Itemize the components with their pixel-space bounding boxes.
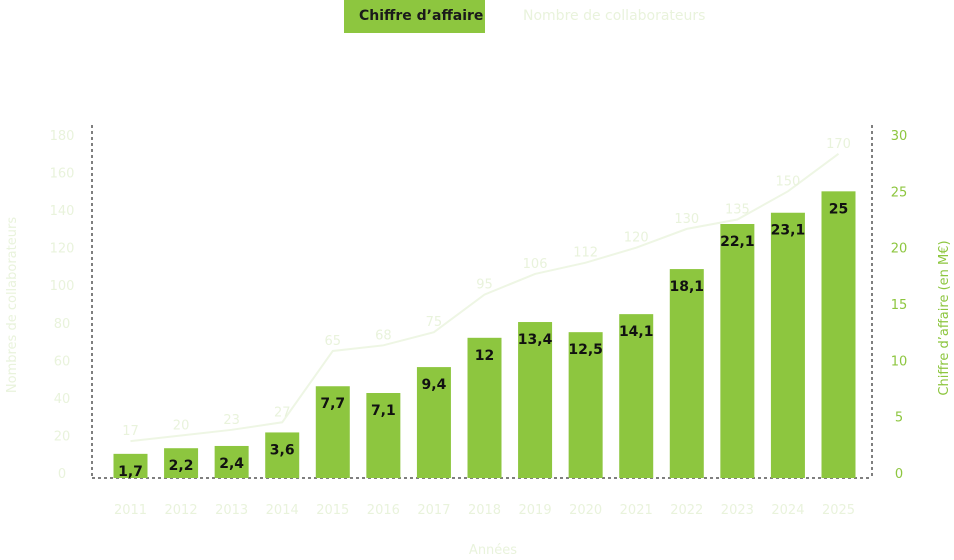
revenue-bar xyxy=(518,322,553,478)
x-tick-label: 2023 xyxy=(721,503,754,518)
x-tick-label: 2020 xyxy=(569,503,602,518)
headcount-label: 75 xyxy=(426,315,443,330)
right-tick-label: 15 xyxy=(891,298,908,313)
x-tick-label: 2017 xyxy=(417,503,450,518)
x-tick-label: 2024 xyxy=(771,503,804,518)
revenue-bar xyxy=(214,445,249,478)
left-tick-label: 80 xyxy=(54,317,71,332)
x-tick-label: 2011 xyxy=(114,503,147,518)
revenue-bar xyxy=(416,367,451,478)
revenue-bar xyxy=(467,337,502,478)
revenue-bar xyxy=(669,269,704,478)
x-tick-label: 2025 xyxy=(822,503,855,518)
headcount-label: 150 xyxy=(776,174,801,189)
headcount-label: 120 xyxy=(624,231,649,246)
left-axis-title: Nombres de collaborateurs xyxy=(5,217,20,393)
headcount-label: 112 xyxy=(573,246,598,261)
revenue-bar xyxy=(821,191,856,479)
chart-tabs: Chiffre d’affaire Nombre de collaborateu… xyxy=(344,0,720,33)
headcount-label: 68 xyxy=(375,328,392,343)
revenue-value-label: 7,1 xyxy=(371,403,396,419)
revenue-value-label: 13,4 xyxy=(518,332,553,348)
revenue-value-label: 7,7 xyxy=(320,396,345,412)
revenue-bar xyxy=(265,432,300,478)
revenue-bar xyxy=(770,212,805,479)
headcount-label: 23 xyxy=(223,413,240,428)
right-tick-label: 5 xyxy=(895,411,903,426)
revenue-value-label: 12 xyxy=(475,348,494,364)
headcount-label: 170 xyxy=(826,137,851,152)
left-tick-label: 180 xyxy=(50,129,75,144)
revenue-value-label: 3,6 xyxy=(270,442,295,458)
tab-chiffre-affaire[interactable]: Chiffre d’affaire xyxy=(344,0,485,33)
x-tick-label: 2016 xyxy=(367,503,400,518)
x-tick-label: 2022 xyxy=(670,503,703,518)
left-tick-label: 40 xyxy=(54,392,71,407)
left-tick-label: 60 xyxy=(54,354,71,369)
revenue-value-label: 18,1 xyxy=(670,279,705,295)
left-tick-label: 0 xyxy=(58,467,66,482)
revenue-value-label: 22,1 xyxy=(720,234,755,250)
revenue-value-label: 23,1 xyxy=(771,223,806,239)
x-tick-label: 2014 xyxy=(266,503,299,518)
x-tick-label: 2019 xyxy=(519,503,552,518)
left-tick-label: 20 xyxy=(54,429,71,444)
headcount-label: 65 xyxy=(325,334,342,349)
headcount-label: 106 xyxy=(523,257,548,272)
left-tick-label: 160 xyxy=(50,167,75,182)
revenue-value-label: 2,4 xyxy=(219,456,244,472)
x-tick-label: 2018 xyxy=(468,503,501,518)
headcount-line xyxy=(130,152,840,443)
revenue-bar xyxy=(315,386,350,478)
headcount-label: 20 xyxy=(173,418,190,433)
revenue-bar xyxy=(568,332,603,478)
revenue-value-label: 2,2 xyxy=(169,458,194,474)
tab-nombre-collaborateurs[interactable]: Nombre de collaborateurs xyxy=(523,8,706,24)
revenue-bar xyxy=(720,224,755,478)
right-axis-title: Chiffre d’affaire (en M€) xyxy=(937,240,952,395)
revenue-value-label: 9,4 xyxy=(422,377,447,393)
revenue-bar xyxy=(164,448,199,478)
right-tick-label: 30 xyxy=(891,129,908,144)
revenue-value-label: 1,7 xyxy=(118,464,143,480)
x-tick-label: 2015 xyxy=(316,503,349,518)
headcount-label: 17 xyxy=(122,424,139,439)
left-tick-label: 140 xyxy=(50,204,75,219)
left-tick-label: 100 xyxy=(50,279,75,294)
left-tick-label: 120 xyxy=(50,242,75,257)
revenue-bar xyxy=(366,393,401,478)
headcount-label: 135 xyxy=(725,203,750,218)
right-tick-label: 0 xyxy=(895,467,903,482)
right-tick-label: 10 xyxy=(891,354,908,369)
revenue-value-label: 25 xyxy=(829,201,848,217)
headcount-label: 130 xyxy=(674,212,699,227)
right-tick-label: 20 xyxy=(891,242,908,257)
x-tick-label: 2013 xyxy=(215,503,248,518)
x-tick-label: 2012 xyxy=(165,503,198,518)
revenue-bar xyxy=(113,453,148,478)
revenue-value-label: 12,5 xyxy=(568,342,603,358)
headcount-label: 95 xyxy=(476,278,493,293)
x-axis-title: Années xyxy=(469,543,517,558)
revenue-bar xyxy=(619,314,654,478)
x-tick-label: 2021 xyxy=(620,503,653,518)
right-tick-label: 25 xyxy=(891,185,908,200)
revenue-value-label: 14,1 xyxy=(619,324,654,340)
headcount-label: 27 xyxy=(274,405,291,420)
